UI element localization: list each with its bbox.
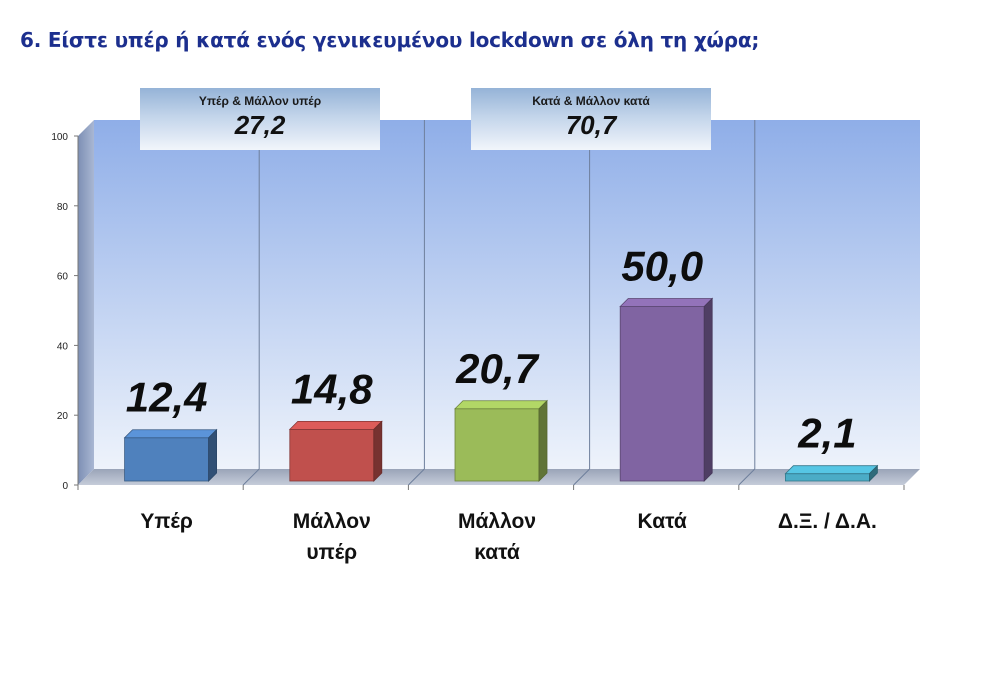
category-label: κατά [474,541,520,564]
category-divider [408,468,425,486]
category-label: Κατά [638,510,687,533]
y-tick-label: 60 [57,272,69,283]
bar-front [785,473,870,482]
data-label: 20,7 [455,345,539,392]
y-tick-label: 100 [51,132,68,143]
bar-front [454,408,540,482]
bar-side [703,297,713,482]
bar [123,428,218,482]
category-divider [738,468,756,486]
data-label: 12,4 [126,374,208,421]
category-label: Υπέρ [140,510,193,533]
bar [784,464,879,482]
y-tick-label: 40 [57,341,69,352]
category-label: υπέρ [306,541,357,564]
bar-side [869,464,878,482]
callout-against-value: 70,7 [565,110,617,140]
bar-front [124,437,209,482]
bar [454,399,548,482]
bar [288,420,383,482]
bar-top [123,429,218,439]
category-label: Δ.Ξ. / Δ.Α. [778,510,877,533]
callout-for-label: Υπέρ & Μάλλον υπέρ [198,94,322,108]
category-label: Μάλλον [458,510,536,533]
category-label: Μάλλον [293,510,371,533]
bar-side [208,428,218,482]
y-tick-label: 0 [62,481,68,492]
bar-side [373,420,383,482]
data-label: 2,1 [797,410,856,457]
data-label: 50,0 [621,243,703,290]
bar-side [538,399,548,482]
bar-top [619,298,714,307]
y-tick-label: 80 [57,202,69,213]
category-divider [242,468,260,486]
bar-top [288,420,383,430]
bar-top [454,400,548,410]
bar-front [289,428,375,482]
bar [619,297,714,482]
y-tick-label: 20 [57,411,69,422]
bar-front [619,306,705,482]
bar-top [784,465,879,475]
data-label: 14,8 [291,365,373,412]
plot-side-wall [78,120,94,485]
callout-for: Υπέρ & Μάλλον υπέρ 27,2 [140,88,380,150]
callout-for-value: 27,2 [234,110,286,140]
page-title: 6. Είστε υπέρ ή κατά ενός γενικευμένου l… [20,28,760,52]
category-divider [573,468,590,486]
callout-against: Κατά & Μάλλον κατά 70,7 [471,88,711,150]
callout-against-label: Κατά & Μάλλον κατά [532,94,650,108]
